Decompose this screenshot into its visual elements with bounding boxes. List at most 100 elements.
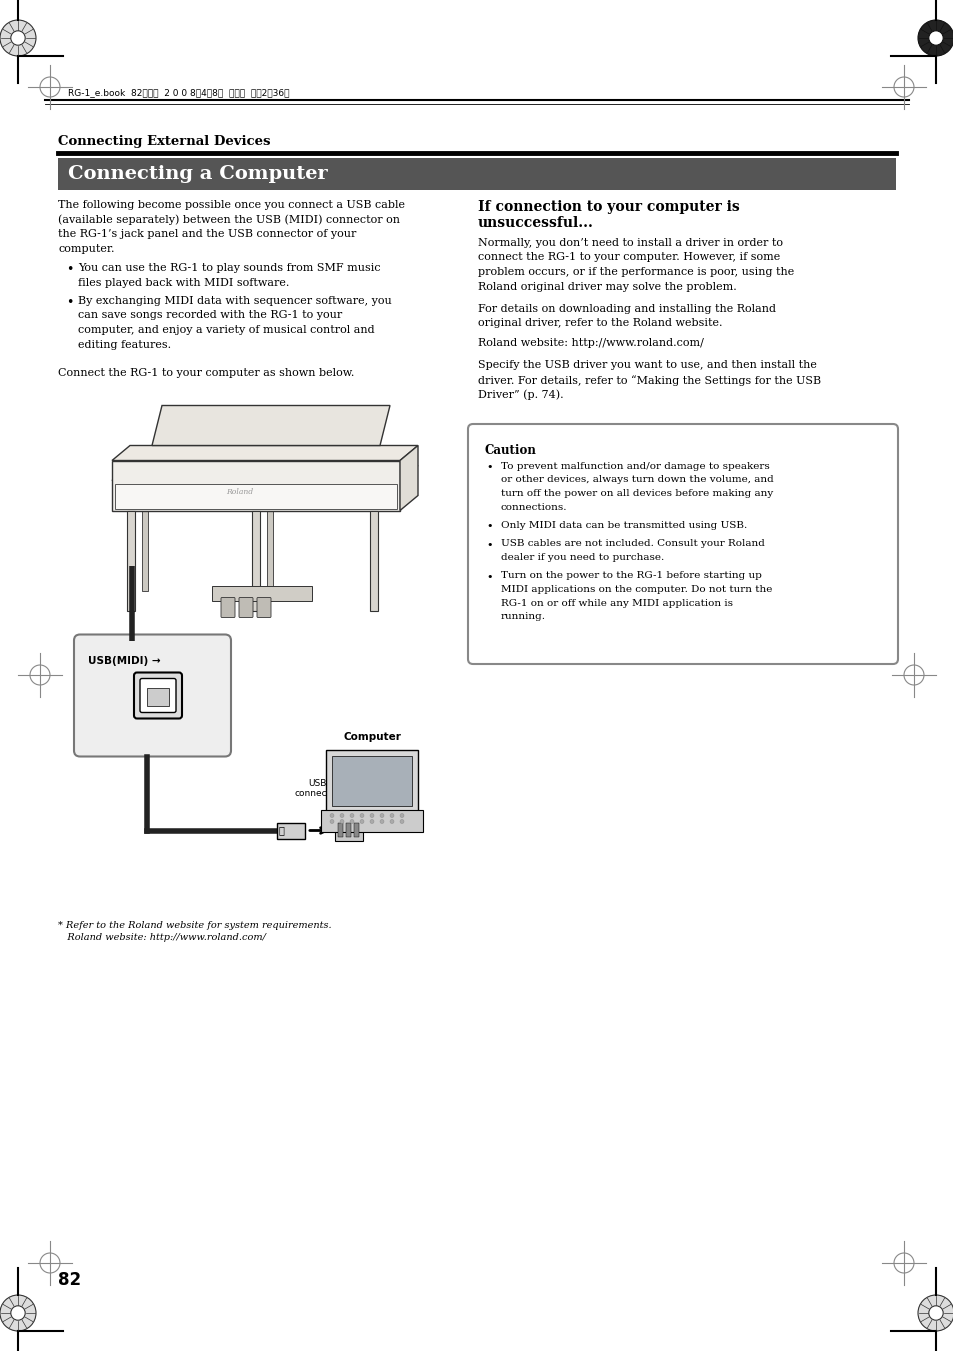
Circle shape [399, 820, 403, 824]
Text: Connecting a Computer: Connecting a Computer [68, 165, 328, 182]
Text: driver. For details, refer to “Making the Settings for the USB: driver. For details, refer to “Making th… [477, 376, 821, 386]
Text: connect the RG-1 to your computer. However, if some: connect the RG-1 to your computer. Howev… [477, 253, 780, 262]
FancyBboxPatch shape [326, 750, 417, 812]
FancyBboxPatch shape [133, 673, 182, 719]
Text: or other devices, always turn down the volume, and: or other devices, always turn down the v… [500, 476, 773, 485]
FancyBboxPatch shape [276, 823, 305, 839]
Polygon shape [115, 484, 396, 508]
Text: Connect the RG-1 to your computer as shown below.: Connect the RG-1 to your computer as sho… [58, 367, 354, 378]
FancyBboxPatch shape [58, 158, 895, 190]
FancyBboxPatch shape [267, 500, 273, 590]
Text: Connecting External Devices: Connecting External Devices [58, 135, 271, 149]
Text: USB(MIDI) →: USB(MIDI) → [88, 655, 160, 666]
Text: ⭘: ⭘ [278, 825, 285, 835]
Text: The following become possible once you connect a USB cable: The following become possible once you c… [58, 200, 405, 209]
FancyBboxPatch shape [239, 597, 253, 617]
Text: •: • [66, 263, 73, 276]
Circle shape [917, 1296, 953, 1331]
Circle shape [359, 820, 364, 824]
Circle shape [330, 813, 334, 817]
Text: dealer if you need to purchase.: dealer if you need to purchase. [500, 553, 663, 562]
Text: 82: 82 [58, 1271, 81, 1289]
Polygon shape [112, 466, 417, 481]
Text: USB cables are not included. Consult your Roland: USB cables are not included. Consult you… [500, 539, 764, 549]
Text: Roland website: http://www.roland.com/: Roland website: http://www.roland.com/ [58, 934, 266, 943]
Circle shape [370, 820, 374, 824]
Circle shape [379, 820, 384, 824]
Text: By exchanging MIDI data with sequencer software, you: By exchanging MIDI data with sequencer s… [78, 296, 392, 305]
Text: unsuccessful...: unsuccessful... [477, 216, 594, 230]
FancyBboxPatch shape [354, 823, 358, 836]
Circle shape [10, 31, 25, 45]
Text: can save songs recorded with the RG-1 to your: can save songs recorded with the RG-1 to… [78, 311, 342, 320]
Text: the RG-1’s jack panel and the USB connector of your: the RG-1’s jack panel and the USB connec… [58, 230, 356, 239]
Text: Specify the USB driver you want to use, and then install the: Specify the USB driver you want to use, … [477, 361, 816, 370]
FancyBboxPatch shape [142, 500, 148, 590]
FancyBboxPatch shape [74, 635, 231, 757]
Circle shape [0, 20, 36, 55]
FancyBboxPatch shape [221, 597, 234, 617]
Text: •: • [485, 462, 492, 471]
Text: * Refer to the Roland website for system requirements.: * Refer to the Roland website for system… [58, 920, 332, 929]
Circle shape [928, 31, 943, 45]
Text: •: • [485, 521, 492, 531]
Circle shape [379, 813, 384, 817]
Circle shape [339, 813, 344, 817]
FancyBboxPatch shape [335, 819, 363, 840]
Text: Roland website: http://www.roland.com/: Roland website: http://www.roland.com/ [477, 338, 703, 349]
Circle shape [359, 813, 364, 817]
Circle shape [0, 1296, 36, 1331]
Text: RG-1_e.book  82ページ  2 0 0 8年4月8日  火曜日  午後2時36分: RG-1_e.book 82ページ 2 0 0 8年4月8日 火曜日 午後2時3… [68, 89, 289, 97]
FancyBboxPatch shape [212, 585, 312, 600]
FancyBboxPatch shape [320, 809, 422, 831]
Text: MIDI applications on the computer. Do not turn the: MIDI applications on the computer. Do no… [500, 585, 772, 594]
Text: RG-1 on or off while any MIDI application is: RG-1 on or off while any MIDI applicatio… [500, 598, 732, 608]
Text: USB
connector: USB connector [294, 780, 339, 798]
Polygon shape [112, 461, 399, 511]
Text: Roland: Roland [226, 489, 253, 497]
Text: connections.: connections. [500, 503, 567, 512]
FancyBboxPatch shape [127, 511, 135, 611]
FancyBboxPatch shape [147, 688, 169, 705]
Polygon shape [152, 405, 390, 446]
Text: computer, and enjoy a variety of musical control and: computer, and enjoy a variety of musical… [78, 326, 375, 335]
Text: computer.: computer. [58, 243, 114, 254]
Text: Turn on the power to the RG-1 before starting up: Turn on the power to the RG-1 before sta… [500, 571, 761, 581]
Text: running.: running. [500, 612, 545, 621]
Circle shape [350, 820, 354, 824]
Text: problem occurs, or if the performance is poor, using the: problem occurs, or if the performance is… [477, 267, 794, 277]
Polygon shape [112, 446, 417, 461]
Text: Caution: Caution [484, 444, 537, 457]
Text: Driver” (p. 74).: Driver” (p. 74). [477, 389, 563, 400]
Circle shape [370, 813, 374, 817]
Text: Computer: Computer [343, 732, 400, 743]
Text: turn off the power on all devices before making any: turn off the power on all devices before… [500, 489, 773, 499]
FancyBboxPatch shape [370, 511, 377, 611]
Text: original driver, refer to the Roland website.: original driver, refer to the Roland web… [477, 319, 721, 328]
Text: To prevent malfunction and/or damage to speakers: To prevent malfunction and/or damage to … [500, 462, 769, 471]
Text: Roland original driver may solve the problem.: Roland original driver may solve the pro… [477, 281, 736, 292]
Text: editing features.: editing features. [78, 339, 171, 350]
Text: For details on downloading and installing the Roland: For details on downloading and installin… [477, 304, 775, 313]
Text: You can use the RG-1 to play sounds from SMF music: You can use the RG-1 to play sounds from… [78, 263, 380, 273]
Polygon shape [399, 446, 417, 511]
FancyBboxPatch shape [346, 823, 351, 836]
FancyBboxPatch shape [140, 678, 175, 712]
Circle shape [390, 820, 394, 824]
Circle shape [399, 813, 403, 817]
Text: Only MIDI data can be transmitted using USB.: Only MIDI data can be transmitted using … [500, 521, 746, 530]
FancyBboxPatch shape [332, 755, 412, 805]
FancyBboxPatch shape [252, 511, 260, 611]
Circle shape [928, 1306, 943, 1320]
Text: (available separately) between the USB (MIDI) connector on: (available separately) between the USB (… [58, 215, 399, 226]
Text: files played back with MIDI software.: files played back with MIDI software. [78, 277, 289, 288]
Circle shape [330, 820, 334, 824]
Circle shape [390, 813, 394, 817]
FancyBboxPatch shape [256, 597, 271, 617]
Circle shape [339, 820, 344, 824]
Text: •: • [66, 296, 73, 309]
FancyBboxPatch shape [337, 823, 343, 836]
Text: If connection to your computer is: If connection to your computer is [477, 200, 739, 213]
Circle shape [350, 813, 354, 817]
Text: Normally, you don’t need to install a driver in order to: Normally, you don’t need to install a dr… [477, 238, 782, 249]
